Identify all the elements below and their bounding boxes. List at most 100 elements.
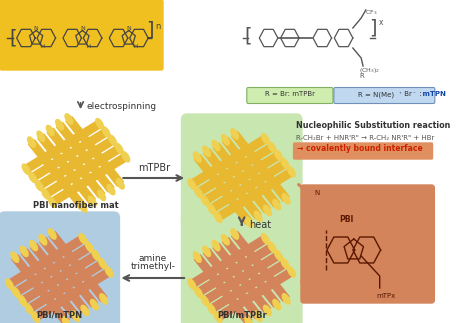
Ellipse shape bbox=[245, 317, 253, 323]
Text: x: x bbox=[379, 17, 383, 26]
Ellipse shape bbox=[25, 304, 33, 314]
Ellipse shape bbox=[48, 197, 56, 207]
Text: ]: ] bbox=[146, 20, 154, 39]
Polygon shape bbox=[194, 255, 252, 323]
Text: CF$_3$: CF$_3$ bbox=[365, 8, 377, 17]
Polygon shape bbox=[196, 244, 274, 296]
Text: R-CH₂Br + HNR'R" → R-CH₂ NR'R" + HBr: R-CH₂Br + HNR'R" → R-CH₂ NR'R" + HBr bbox=[296, 135, 435, 141]
FancyBboxPatch shape bbox=[293, 143, 432, 159]
Polygon shape bbox=[222, 138, 280, 207]
Ellipse shape bbox=[42, 189, 50, 199]
Text: ]: ] bbox=[369, 18, 377, 37]
Polygon shape bbox=[30, 243, 88, 313]
Ellipse shape bbox=[99, 258, 106, 269]
Polygon shape bbox=[14, 244, 91, 296]
Text: (CH$_3$)$_2$: (CH$_3$)$_2$ bbox=[359, 66, 381, 75]
Ellipse shape bbox=[27, 137, 36, 147]
Polygon shape bbox=[222, 237, 280, 307]
Text: PBI: PBI bbox=[339, 215, 354, 224]
Text: Nucleophilic Substitution reaction: Nucleophilic Substitution reaction bbox=[296, 121, 451, 130]
Polygon shape bbox=[31, 129, 108, 181]
Polygon shape bbox=[50, 153, 128, 205]
Ellipse shape bbox=[29, 172, 36, 182]
Ellipse shape bbox=[30, 240, 37, 251]
Text: ⁻: ⁻ bbox=[413, 92, 416, 97]
Text: heat: heat bbox=[249, 220, 271, 230]
Ellipse shape bbox=[201, 296, 209, 306]
Text: mTPN: mTPN bbox=[420, 91, 447, 97]
Ellipse shape bbox=[72, 311, 80, 321]
Text: H: H bbox=[87, 44, 91, 48]
Ellipse shape bbox=[262, 234, 269, 244]
FancyBboxPatch shape bbox=[182, 114, 302, 231]
Polygon shape bbox=[56, 122, 114, 192]
Text: R = Br: mTPBr: R = Br: mTPBr bbox=[265, 91, 315, 97]
Ellipse shape bbox=[264, 205, 271, 215]
Polygon shape bbox=[37, 137, 115, 189]
Ellipse shape bbox=[221, 234, 229, 245]
Polygon shape bbox=[34, 268, 111, 320]
Polygon shape bbox=[216, 169, 293, 221]
Text: n: n bbox=[155, 22, 161, 30]
Ellipse shape bbox=[107, 184, 115, 195]
Ellipse shape bbox=[79, 234, 87, 244]
Text: [: [ bbox=[9, 28, 17, 47]
Ellipse shape bbox=[193, 252, 201, 262]
Polygon shape bbox=[196, 144, 274, 196]
Ellipse shape bbox=[188, 179, 196, 189]
Polygon shape bbox=[40, 237, 97, 307]
Ellipse shape bbox=[274, 250, 283, 260]
Text: ⁺: ⁺ bbox=[398, 92, 401, 97]
Polygon shape bbox=[66, 117, 123, 186]
Polygon shape bbox=[28, 140, 86, 209]
Ellipse shape bbox=[208, 304, 215, 314]
Ellipse shape bbox=[86, 242, 93, 252]
Text: R: R bbox=[359, 73, 364, 79]
Ellipse shape bbox=[96, 119, 103, 129]
Text: R = N(Me): R = N(Me) bbox=[358, 91, 394, 98]
Ellipse shape bbox=[288, 267, 295, 277]
Text: H: H bbox=[41, 44, 45, 48]
Polygon shape bbox=[204, 149, 261, 218]
Polygon shape bbox=[21, 249, 79, 318]
Text: PBI/mTPBr: PBI/mTPBr bbox=[217, 311, 266, 320]
Ellipse shape bbox=[37, 131, 45, 141]
Polygon shape bbox=[204, 249, 261, 318]
Polygon shape bbox=[216, 268, 293, 320]
Ellipse shape bbox=[214, 212, 222, 222]
Ellipse shape bbox=[20, 246, 28, 256]
FancyBboxPatch shape bbox=[0, 212, 119, 323]
Ellipse shape bbox=[194, 287, 202, 297]
Polygon shape bbox=[44, 145, 121, 197]
Ellipse shape bbox=[48, 229, 56, 239]
FancyBboxPatch shape bbox=[182, 212, 302, 323]
Ellipse shape bbox=[203, 246, 210, 256]
Ellipse shape bbox=[221, 135, 229, 145]
Text: [: [ bbox=[245, 26, 252, 46]
Polygon shape bbox=[12, 255, 69, 323]
Ellipse shape bbox=[11, 252, 19, 262]
Text: :: : bbox=[417, 91, 421, 97]
Polygon shape bbox=[47, 128, 105, 198]
Polygon shape bbox=[27, 260, 105, 312]
Ellipse shape bbox=[117, 179, 124, 189]
Text: electrospinning: electrospinning bbox=[86, 101, 156, 110]
Ellipse shape bbox=[105, 267, 113, 277]
Polygon shape bbox=[8, 235, 85, 287]
Text: trimethyl-: trimethyl- bbox=[130, 262, 175, 271]
Polygon shape bbox=[190, 136, 267, 187]
Ellipse shape bbox=[282, 294, 290, 304]
Text: N: N bbox=[314, 190, 319, 196]
Polygon shape bbox=[38, 134, 95, 203]
Ellipse shape bbox=[262, 134, 269, 144]
Ellipse shape bbox=[231, 129, 238, 139]
Ellipse shape bbox=[115, 143, 123, 154]
Ellipse shape bbox=[193, 152, 201, 162]
Ellipse shape bbox=[254, 311, 262, 321]
Ellipse shape bbox=[254, 211, 262, 221]
Polygon shape bbox=[49, 232, 107, 301]
Text: N: N bbox=[34, 26, 38, 30]
Ellipse shape bbox=[273, 200, 281, 210]
FancyBboxPatch shape bbox=[334, 88, 435, 103]
Ellipse shape bbox=[12, 287, 20, 297]
